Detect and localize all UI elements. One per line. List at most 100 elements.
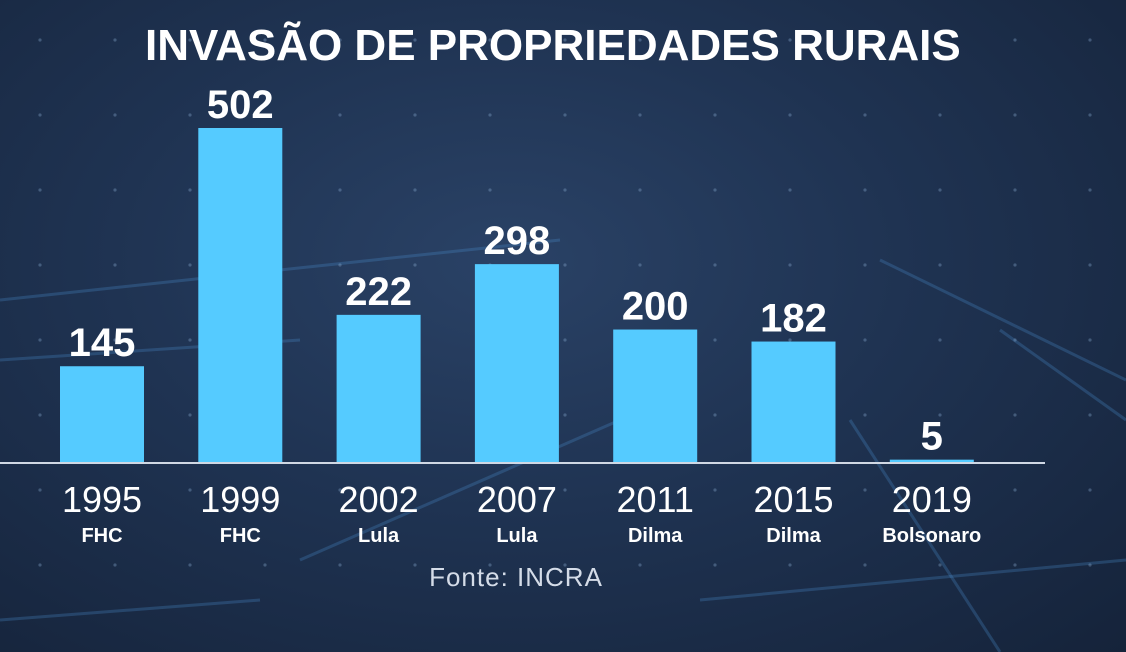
decorative-dot [413,488,417,492]
decorative-dot [188,38,192,42]
decorative-dot [938,413,942,417]
decorative-dot [263,488,267,492]
decorative-dot [1088,413,1092,417]
decorative-dot [38,488,42,492]
decorative-dot [1088,338,1092,342]
decorative-dot [413,113,417,117]
decorative-dot [188,488,192,492]
decorative-dot [1013,38,1017,42]
decorative-dot [638,488,642,492]
decorative-dot [713,263,717,267]
decorative-dot [863,38,867,42]
decorative-dot [713,188,717,192]
decorative-dot [1088,563,1092,567]
decorative-dot [1013,113,1017,117]
decorative-line [699,558,1126,602]
bar-2007 [474,264,559,463]
decorative-dot [263,563,267,567]
decorative-dot [638,113,642,117]
decorative-dot [938,263,942,267]
decorative-dot [338,38,342,42]
value-label-2002: 222 [345,270,412,314]
president-label-2015: Dilma [766,525,821,547]
decorative-dot [188,113,192,117]
decorative-dot [863,338,867,342]
year-label-2007: 2007 [477,479,557,520]
decorative-dot [938,188,942,192]
decorative-dot [938,563,942,567]
year-label-2015: 2015 [753,479,833,520]
decorative-dot [713,38,717,42]
chart-title: INVASÃO DE PROPRIEDADES RURAIS [145,20,961,70]
decorative-dot [413,188,417,192]
decorative-dot [788,338,792,342]
decorative-dot [638,563,642,567]
decorative-dot [863,413,867,417]
decorative-dot [113,38,117,42]
decorative-dot [488,188,492,192]
decorative-dot [863,113,867,117]
decorative-dot [563,38,567,42]
decorative-dot [263,113,267,117]
decorative-dot [38,113,42,117]
decorative-dot [1013,413,1017,417]
decorative-dot [713,413,717,417]
decorative-dot [1013,263,1017,267]
decorative-dot [338,563,342,567]
value-label-2007: 298 [484,219,551,263]
decorative-dot [863,263,867,267]
decorative-line [848,419,1002,652]
president-label-2007: Lula [496,525,538,547]
decorative-dot [638,188,642,192]
decorative-dot [788,488,792,492]
decorative-dot [338,188,342,192]
decorative-dot [1013,488,1017,492]
decorative-dot [563,113,567,117]
decorative-dot [113,188,117,192]
decorative-dot [38,563,42,567]
bar-2015 [751,341,836,463]
decorative-dot [788,113,792,117]
decorative-dot [938,113,942,117]
decorative-dot [563,413,567,417]
decorative-dot [488,38,492,42]
decorative-dot [188,563,192,567]
bar-1995 [60,366,144,463]
year-label-1999: 1999 [200,479,280,520]
decorative-dot [488,113,492,117]
president-label-2002: Lula [358,525,400,547]
decorative-dot [188,188,192,192]
decorative-dot [413,38,417,42]
decorative-dot [863,188,867,192]
president-label-1995: FHC [81,525,122,547]
decorative-line [0,598,261,622]
decorative-dot [1013,563,1017,567]
decorative-dot [713,488,717,492]
decorative-dot [113,263,117,267]
decorative-dot [788,563,792,567]
value-label-1995: 145 [69,321,136,365]
bar-2002 [336,314,421,463]
decorative-dot [863,488,867,492]
president-label-1999: FHC [220,525,261,547]
decorative-dot [563,263,567,267]
value-label-2015: 182 [760,297,827,341]
decorative-dot [188,263,192,267]
decorative-dot [38,413,42,417]
bar-2019 [889,459,974,463]
decorative-dot [1088,263,1092,267]
decorative-dot [113,563,117,567]
decorative-dot [338,488,342,492]
decorative-dot [113,113,117,117]
decorative-dot [863,563,867,567]
decorative-dot [1088,113,1092,117]
decorative-dot [38,38,42,42]
decorative-dot [413,263,417,267]
bar-2011 [613,329,698,463]
decorative-dot [938,488,942,492]
decorative-dot [1013,188,1017,192]
decorative-line [299,418,621,562]
